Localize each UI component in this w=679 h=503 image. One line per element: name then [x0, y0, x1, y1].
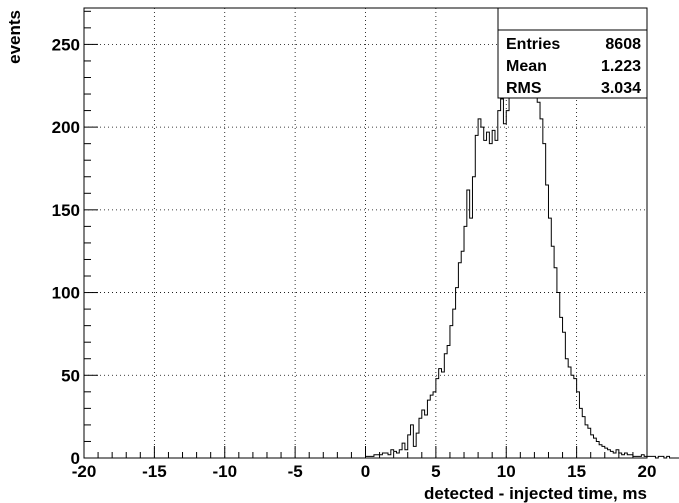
y-tick-label: 150 — [52, 201, 80, 220]
stats-box: Entries 8608 Mean 1.223 RMS 3.034 — [497, 7, 648, 99]
stats-entries-label: Entries — [506, 36, 560, 53]
stats-rms-value: 3.034 — [601, 80, 641, 97]
grid-lines — [84, 8, 647, 458]
stats-mean-label: Mean — [506, 58, 547, 75]
x-tick-label: 15 — [567, 462, 586, 481]
x-tick-label: 20 — [638, 462, 657, 481]
stats-entries-value: 8608 — [605, 36, 641, 53]
x-tick-label: -5 — [288, 462, 303, 481]
stats-mean-value: 1.223 — [601, 58, 641, 75]
x-tick-label: 0 — [361, 462, 370, 481]
x-tick-label: -10 — [212, 462, 237, 481]
y-tick-label: 50 — [61, 366, 80, 385]
y-tick-label: 100 — [52, 284, 80, 303]
y-tick-labels: 0 50 100 150 200 250 — [52, 35, 80, 468]
x-tick-label: -15 — [142, 462, 167, 481]
y-tick-label: 200 — [52, 118, 80, 137]
stats-rms-label: RMS — [506, 80, 542, 97]
x-tick-labels: -20 -15 -10 -5 0 5 10 15 20 — [72, 462, 657, 481]
y-axis-title: events — [5, 10, 24, 64]
x-tick-label: -20 — [72, 462, 97, 481]
y-tick-label: 250 — [52, 35, 80, 54]
x-axis-title: detected - injected time, ms — [424, 484, 647, 503]
x-tick-label: 5 — [431, 462, 440, 481]
x-tick-label: 10 — [497, 462, 516, 481]
axis-ticks — [83, 10, 648, 459]
y-tick-label: 0 — [71, 449, 80, 468]
